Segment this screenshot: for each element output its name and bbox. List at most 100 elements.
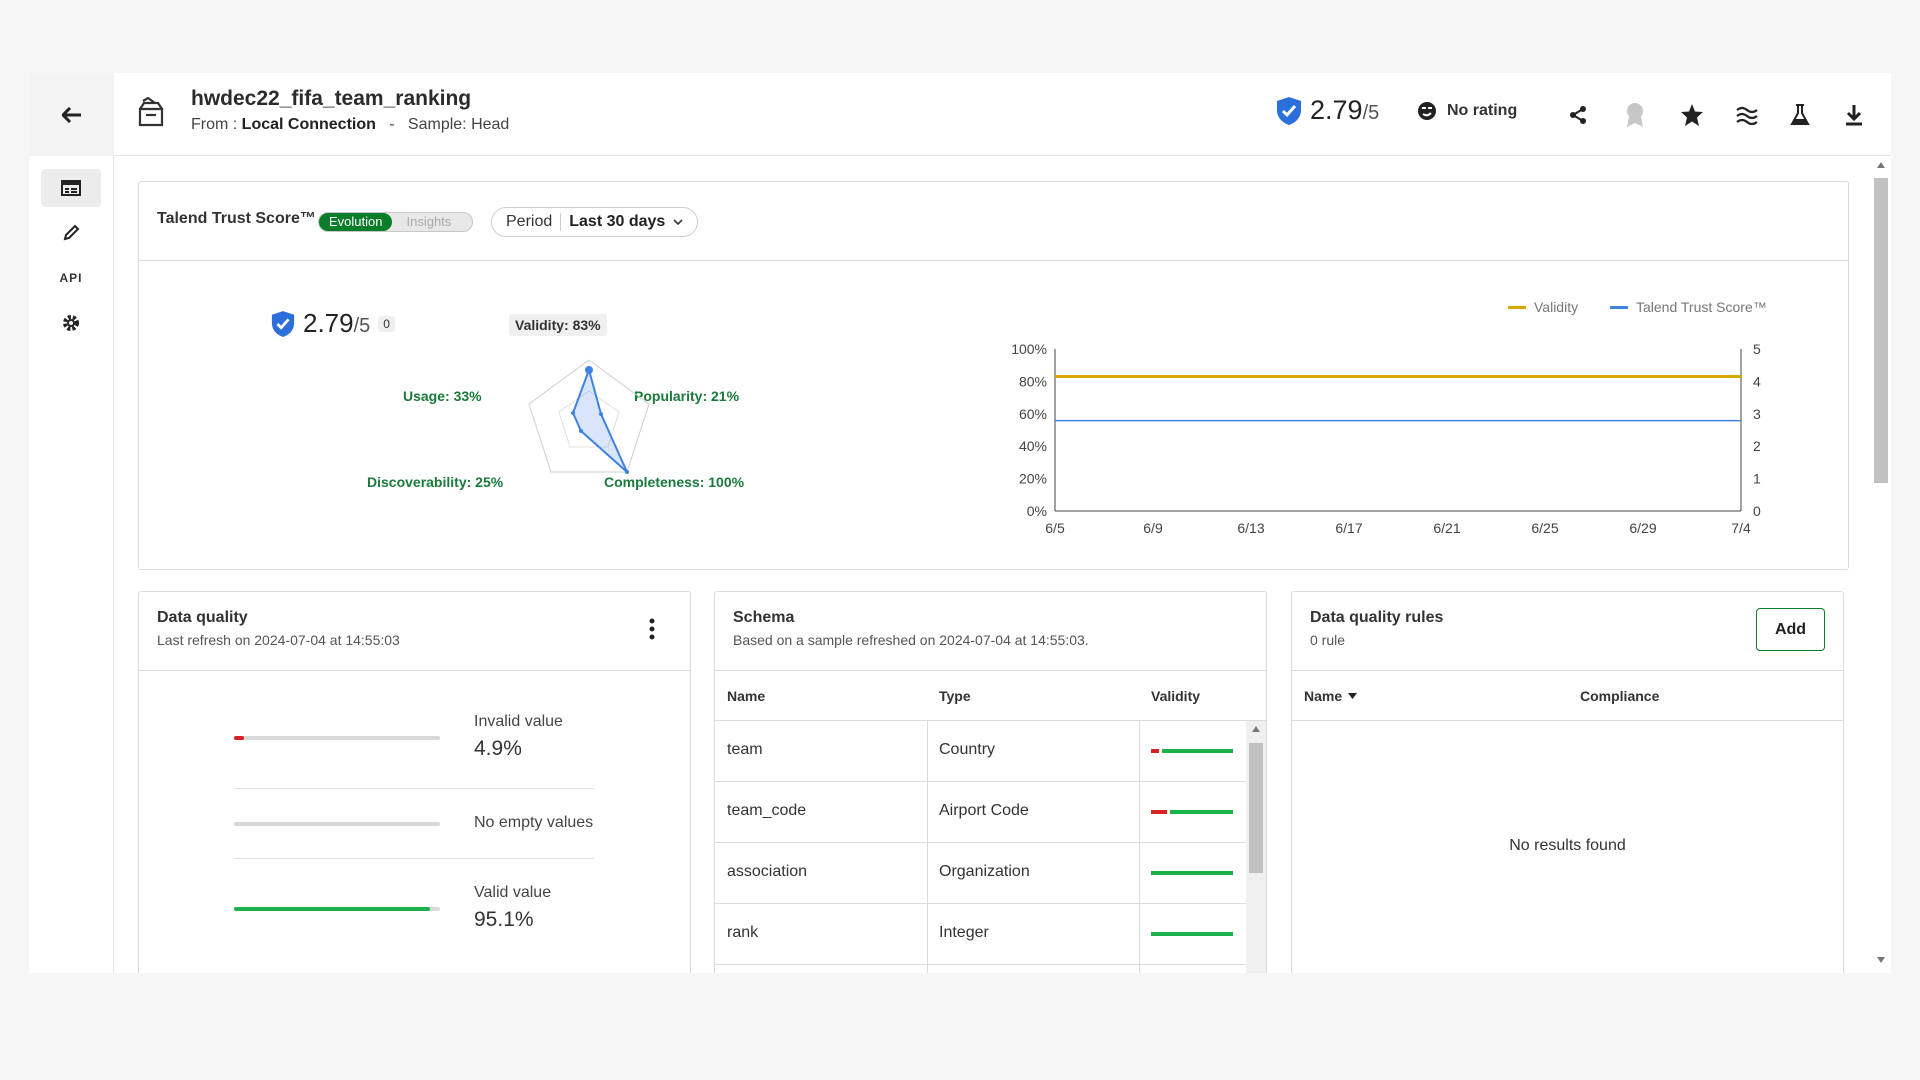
x-tick-label: 6/9 <box>1143 520 1163 536</box>
y-left-tick-label: 0% <box>1027 503 1047 519</box>
x-tick-label: 6/13 <box>1237 520 1264 536</box>
certify-button[interactable] <box>1621 101 1649 129</box>
favorite-button[interactable] <box>1678 101 1706 129</box>
schema-row[interactable]: association Organization <box>715 843 1248 904</box>
scroll-up-icon[interactable] <box>1252 726 1260 732</box>
y-right-tick-label: 0 <box>1753 503 1761 519</box>
radar-score-value: 2.79 <box>303 308 354 338</box>
schema-scroll-thumb[interactable] <box>1249 743 1263 873</box>
schema-cell-type: Airport Code <box>939 802 1029 819</box>
col-divider <box>927 721 928 973</box>
y-right-tick-label: 5 <box>1753 341 1761 357</box>
add-rule-button[interactable]: Add <box>1756 608 1825 651</box>
rail-overview-button[interactable] <box>41 169 101 207</box>
share-icon <box>1570 106 1586 124</box>
legend-trust-swatch <box>1610 305 1628 309</box>
radar-grid-inner <box>558 390 620 448</box>
connection-link[interactable]: Local Connection <box>241 116 376 133</box>
header-score-denominator: /5 <box>1362 102 1380 124</box>
rating-button[interactable]: No rating <box>1417 101 1517 121</box>
validity-valid-bar <box>1162 749 1233 753</box>
rail-edit-button[interactable] <box>41 214 101 252</box>
y-left-tick-label: 40% <box>1019 438 1047 454</box>
share-button[interactable] <box>1564 101 1592 129</box>
legend-validity: Validity <box>1508 299 1578 315</box>
evolution-insights-toggle[interactable]: Evolution Insights <box>318 212 473 232</box>
schema-scrollbar[interactable] <box>1246 721 1266 973</box>
radar-grid-outer <box>528 359 650 473</box>
waves-icon <box>1736 106 1758 125</box>
validity-valid-bar <box>1151 932 1233 936</box>
star-icon <box>1681 104 1703 126</box>
validity-invalid-bar <box>1151 749 1159 753</box>
empty-label: No empty values <box>474 814 594 831</box>
rules-subtitle: 0 rule <box>1310 632 1346 648</box>
validity-invalid-bar <box>1151 810 1167 814</box>
y-right-tick-label: 3 <box>1753 406 1761 422</box>
col-name-header[interactable]: Name <box>727 688 766 704</box>
rules-table-header: Name Compliance <box>1292 671 1843 721</box>
period-dropdown[interactable]: Period Last 30 days <box>491 207 699 237</box>
more-vertical-icon[interactable] <box>649 618 655 640</box>
certification-badge-icon <box>1627 103 1643 127</box>
back-button[interactable] <box>29 73 114 156</box>
schema-row[interactable]: team Country <box>715 721 1248 782</box>
quality-divider <box>234 858 594 859</box>
rules-header: Data quality rules 0 rule Add <box>1292 592 1843 671</box>
col-type-header[interactable]: Type <box>939 688 971 704</box>
x-tick-label: 6/21 <box>1433 520 1460 536</box>
scroll-up-icon[interactable] <box>1877 162 1885 168</box>
toggle-insights[interactable]: Insights <box>406 214 452 229</box>
schema-row[interactable]: team_code Airport Code <box>715 782 1248 843</box>
shield-check-icon <box>1277 96 1301 125</box>
invalid-bar-fill <box>234 736 244 740</box>
radar-point-discoverability <box>579 429 583 433</box>
schema-cell-name: team_code <box>727 802 807 819</box>
x-tick-label: 6/5 <box>1045 520 1065 536</box>
col-validity-header[interactable]: Validity <box>1151 688 1201 704</box>
schema-row[interactable]: rank Integer <box>715 904 1248 965</box>
header-score-value: 2.79 <box>1310 95 1363 125</box>
header-trust-score[interactable]: 2.79/5 <box>1276 95 1379 126</box>
radar-chart <box>528 359 650 474</box>
main-scrollbar[interactable] <box>1871 156 1891 973</box>
rules-col-compliance-header[interactable]: Compliance <box>1580 688 1660 704</box>
valid-value: 95.1% <box>474 908 534 931</box>
lineage-button[interactable] <box>1733 101 1761 129</box>
lab-button[interactable] <box>1786 101 1814 129</box>
radar-point-validity <box>585 366 593 374</box>
validity-valid-bar <box>1170 810 1233 814</box>
download-button[interactable] <box>1840 101 1868 129</box>
radar-point-usage <box>571 411 575 415</box>
y-left-tick-label: 60% <box>1019 406 1047 422</box>
rail-api-button[interactable]: API <box>41 259 101 297</box>
rail-settings-button[interactable] <box>41 304 101 342</box>
trust-score-card: Talend Trust Score™ Evolution Insights P… <box>138 181 1849 570</box>
validity-valid-bar <box>1151 871 1233 875</box>
scroll-down-icon[interactable] <box>1877 957 1885 963</box>
period-value: Last 30 days <box>569 213 666 230</box>
data-quality-card: Data quality Last refresh on 2024-07-04 … <box>138 591 691 973</box>
sort-down-icon <box>1348 693 1358 699</box>
y-left-tick-label: 80% <box>1019 373 1047 389</box>
schema-cell-type: Integer <box>939 924 989 941</box>
radar-completeness-label: Completeness: 100% <box>604 474 745 490</box>
sample-label: Sample: Head <box>407 116 510 133</box>
toggle-evolution[interactable]: Evolution <box>319 213 393 231</box>
data-quality-header: Data quality Last refresh on 2024-07-04 … <box>139 592 690 671</box>
separator: - <box>389 116 395 133</box>
x-tick-label: 6/17 <box>1335 520 1362 536</box>
rules-col-name-header[interactable]: Name <box>1304 688 1358 704</box>
radar-point-popularity <box>599 412 603 416</box>
y-right-tick-label: 4 <box>1753 373 1761 389</box>
left-rail: API <box>29 73 114 973</box>
dataset-title: hwdec22_fifa_team_ranking <box>191 87 472 110</box>
main-scroll-thumb[interactable] <box>1874 178 1888 483</box>
y-right-tick-label: 1 <box>1753 471 1761 487</box>
rules-empty-message: No results found <box>1509 837 1626 854</box>
trust-card-header: Talend Trust Score™ Evolution Insights P… <box>139 182 1848 261</box>
y-left-tick-label: 100% <box>1011 341 1047 357</box>
data-quality-subtitle: Last refresh on 2024-07-04 at 14:55:03 <box>157 632 400 648</box>
schema-cell-type: Country <box>939 741 996 758</box>
rating-icon <box>1418 102 1436 120</box>
